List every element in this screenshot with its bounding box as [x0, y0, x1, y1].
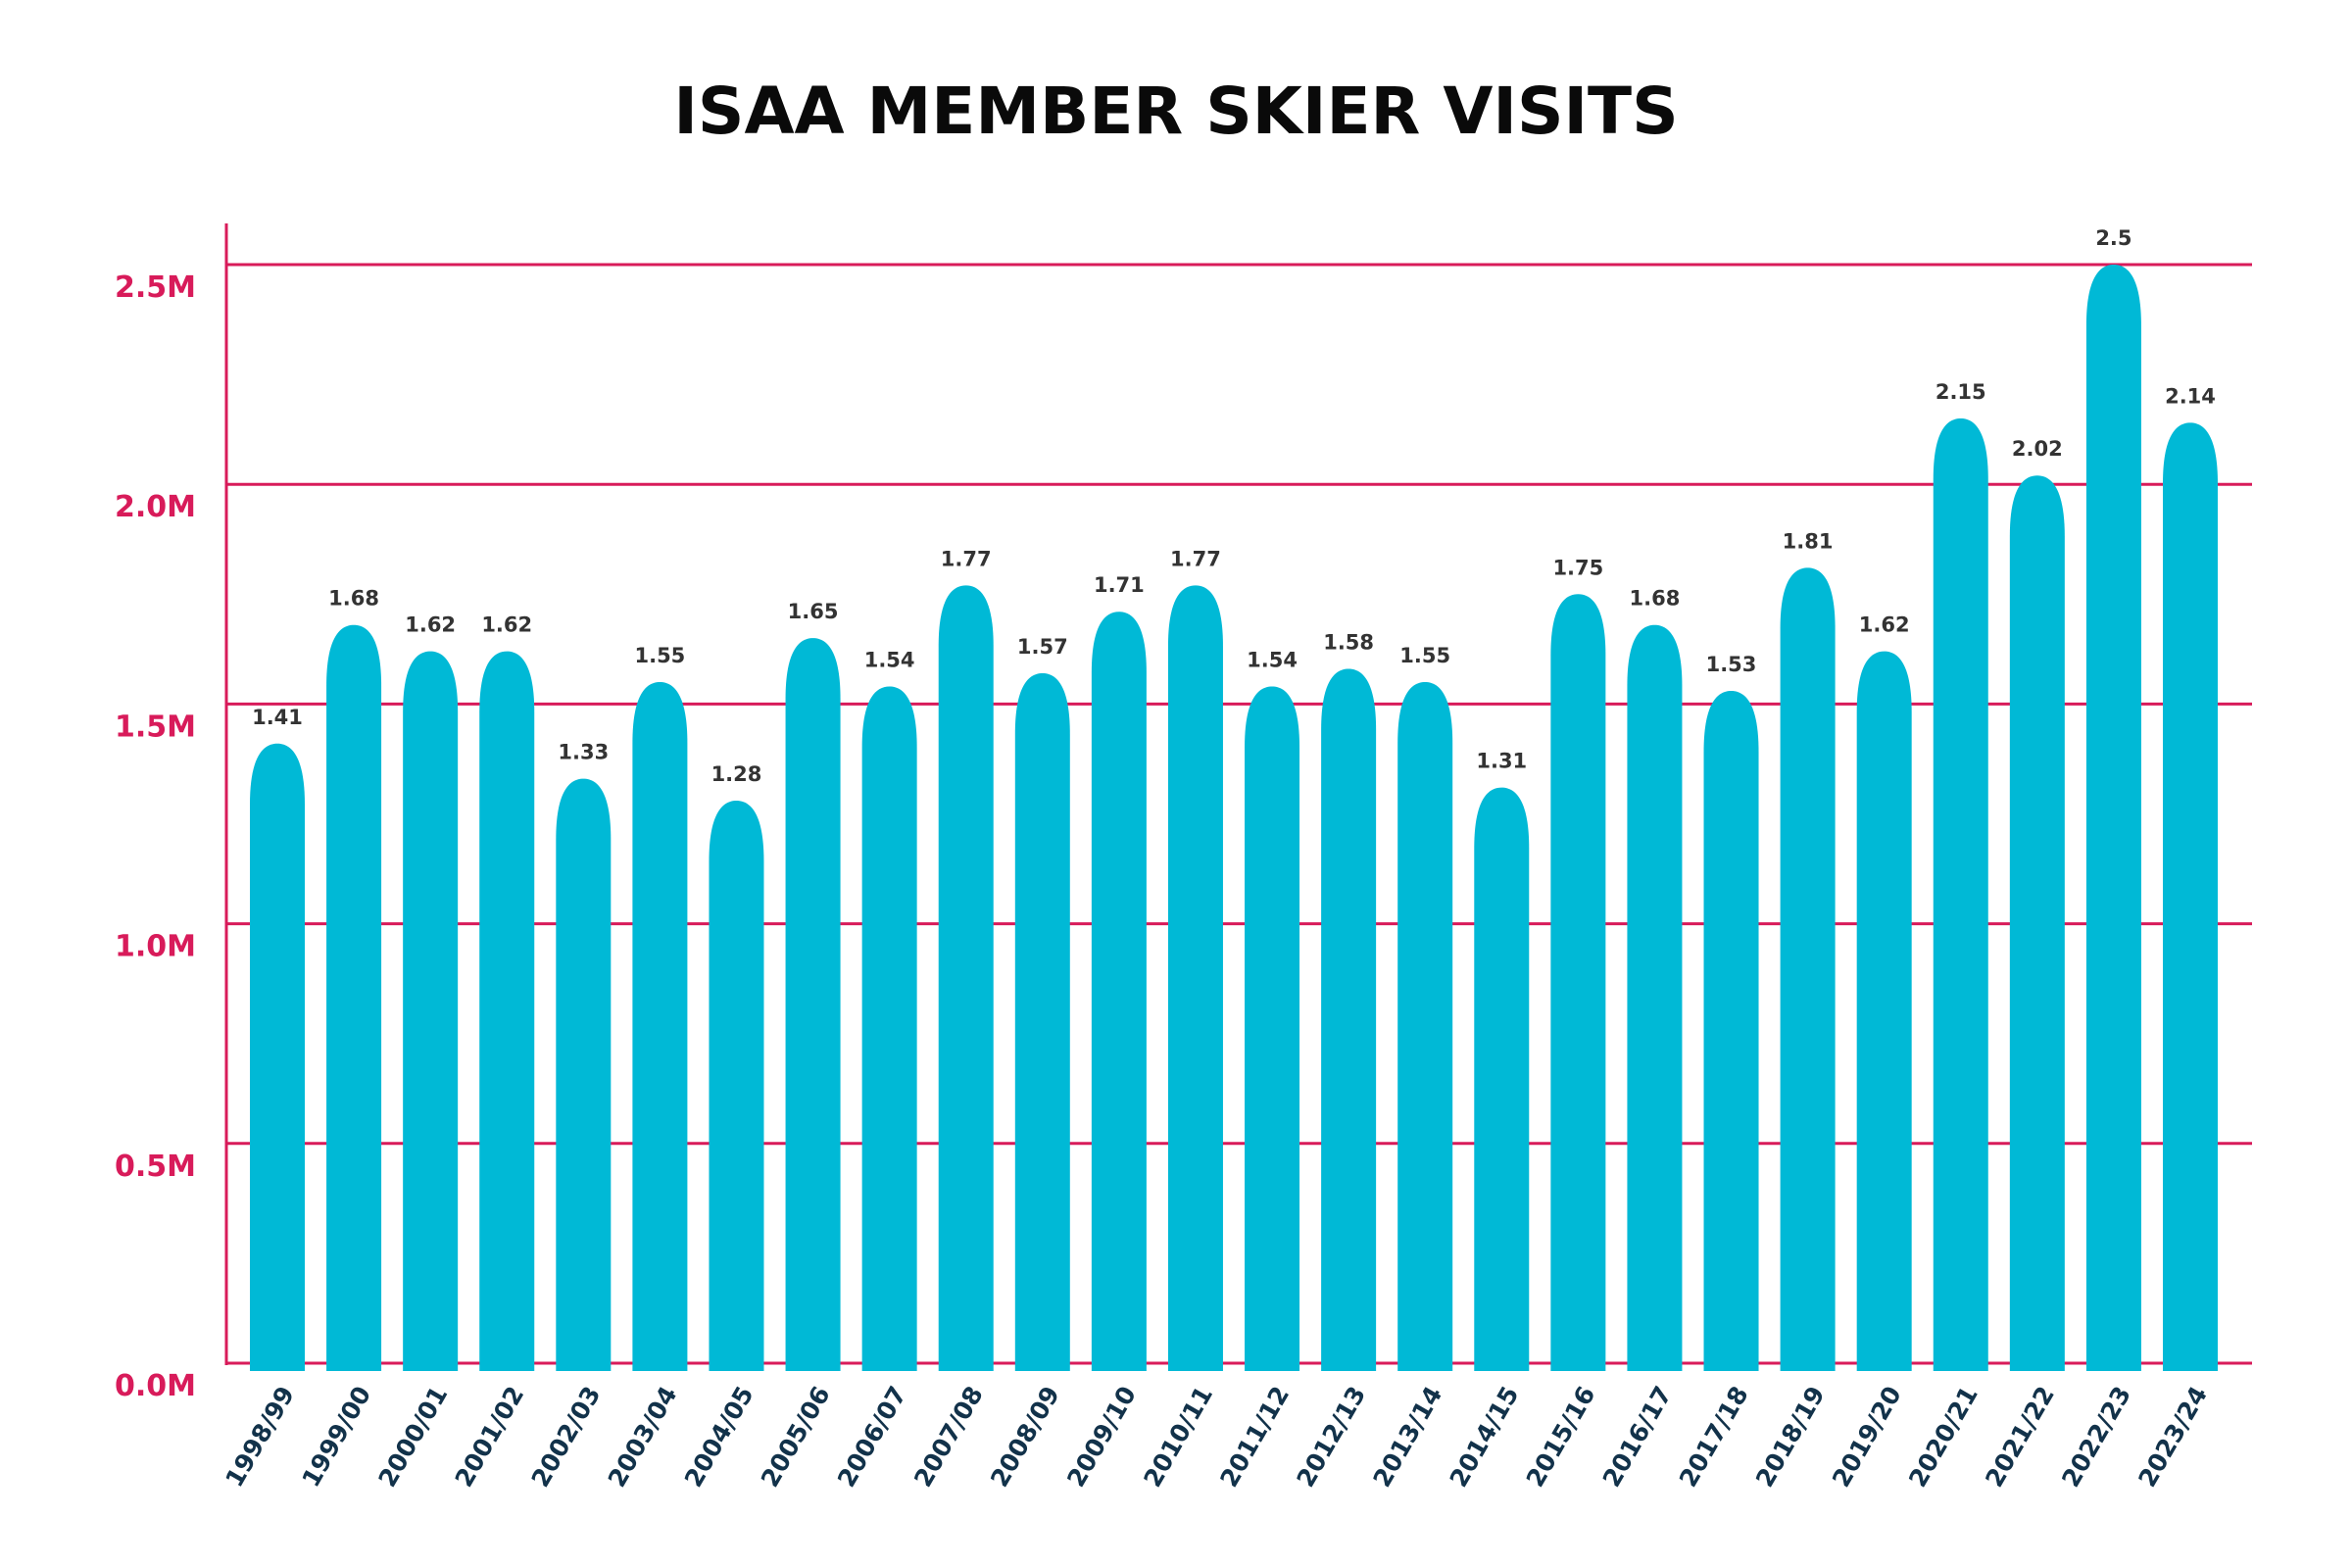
- x-tick-label: 2015/16: [1521, 1382, 1601, 1493]
- y-tick-label: 1.5M: [115, 710, 196, 744]
- x-tick-label: 2013/14: [1368, 1382, 1448, 1493]
- value-label: 1.31: [1476, 750, 1527, 773]
- value-label: 1.81: [1783, 529, 1834, 553]
- bar: [2163, 422, 2218, 1371]
- x-tick-label: 2010/11: [1138, 1382, 1218, 1493]
- value-label: 2.14: [2165, 384, 2216, 408]
- bar: [1397, 681, 1453, 1371]
- x-tick-label: 2007/08: [908, 1382, 989, 1493]
- value-labels: 1.41 1.68 1.62 1.62 1.33 1.55 1.28 1.65 1.54 1.77…: [252, 226, 2216, 786]
- value-label: 2.02: [2012, 437, 2063, 461]
- bar: [1091, 612, 1147, 1371]
- x-tick-label: 2006/07: [832, 1382, 912, 1493]
- y-tick-label: 2.5M: [115, 270, 196, 305]
- x-tick-label: 2014/15: [1445, 1382, 1525, 1493]
- value-label: 1.62: [1859, 613, 1910, 637]
- bar: [1703, 690, 1759, 1371]
- value-label: 1.77: [1170, 547, 1221, 570]
- x-tick-label: 2005/06: [756, 1382, 836, 1493]
- value-label: 1.68: [328, 587, 379, 611]
- value-label: 2.15: [1936, 380, 1986, 404]
- value-label: 1.55: [634, 644, 685, 667]
- x-tick-label: 2022/23: [2056, 1382, 2136, 1493]
- y-axis-labels: 0.0M 0.5M 1.0M 1.5M 2.0M 2.5M: [115, 270, 196, 1403]
- bar: [2085, 265, 2141, 1371]
- x-tick-label: 2016/17: [1597, 1382, 1678, 1493]
- bar: [1014, 673, 1070, 1371]
- x-tick-label: 2021/22: [1980, 1382, 2060, 1493]
- x-tick-label: 2000/01: [372, 1382, 453, 1493]
- y-tick-label: 1.0M: [115, 930, 196, 964]
- value-label: 1.54: [864, 648, 915, 671]
- value-label: 1.62: [481, 613, 532, 637]
- x-axis-labels: 1998/991999/002000/012001/022002/032003/…: [220, 1382, 2213, 1493]
- bar: [1245, 686, 1300, 1371]
- x-tick-label: 2008/09: [985, 1382, 1065, 1493]
- value-label: 1.57: [1017, 635, 1068, 659]
- value-label: 1.54: [1247, 648, 1298, 671]
- bar: [479, 651, 535, 1371]
- value-label: 1.58: [1323, 631, 1374, 655]
- x-tick-label: 2018/19: [1750, 1382, 1831, 1493]
- value-label: 2.5: [2095, 226, 2132, 250]
- bar: [2009, 475, 2065, 1371]
- value-label: 1.68: [1630, 587, 1681, 611]
- x-tick-label: 2002/03: [526, 1382, 607, 1493]
- x-tick-label: 2011/12: [1214, 1382, 1295, 1493]
- x-tick-label: 2017/18: [1674, 1382, 1754, 1493]
- bar: [556, 778, 612, 1371]
- y-tick-label: 2.0M: [115, 490, 196, 524]
- x-tick-label: 2001/02: [450, 1382, 530, 1493]
- bar: [632, 681, 688, 1371]
- bars: [250, 265, 2218, 1371]
- chart-title: ISAA MEMBER SKIER VISITS: [673, 74, 1678, 149]
- bar: [1550, 594, 1606, 1371]
- value-label: 1.55: [1399, 644, 1450, 667]
- bar: [1627, 624, 1683, 1371]
- bar: [1321, 668, 1377, 1371]
- bar: [1474, 787, 1530, 1371]
- value-label: 1.53: [1706, 653, 1757, 676]
- bar: [938, 585, 994, 1371]
- bar: [1780, 567, 1836, 1371]
- value-label: 1.77: [941, 547, 992, 570]
- y-tick-label: 0.0M: [115, 1369, 196, 1403]
- value-label: 1.28: [711, 762, 762, 786]
- x-tick-label: 2019/20: [1827, 1382, 1907, 1493]
- value-label: 1.33: [558, 741, 609, 764]
- x-tick-label: 2009/10: [1061, 1382, 1142, 1493]
- bar: [1167, 585, 1223, 1371]
- value-label: 1.65: [788, 600, 839, 623]
- bar: [250, 743, 305, 1371]
- x-tick-label: 2023/24: [2132, 1382, 2213, 1493]
- x-tick-label: 1999/00: [296, 1382, 376, 1493]
- y-tick-label: 0.5M: [115, 1150, 196, 1184]
- bar: [861, 686, 917, 1371]
- bar: [326, 624, 382, 1371]
- x-tick-label: 2020/21: [1903, 1382, 1984, 1493]
- value-label: 1.41: [252, 706, 303, 729]
- bar: [1933, 417, 1988, 1371]
- bar: [709, 801, 764, 1371]
- x-tick-label: 2003/04: [603, 1382, 683, 1493]
- x-tick-label: 2012/13: [1291, 1382, 1371, 1493]
- bar: [785, 638, 841, 1371]
- x-tick-label: 2004/05: [679, 1382, 760, 1493]
- bar: [1856, 651, 1912, 1371]
- value-label: 1.71: [1094, 573, 1145, 597]
- x-tick-label: 1998/99: [220, 1382, 300, 1493]
- value-label: 1.62: [405, 613, 456, 637]
- bar: [403, 651, 459, 1371]
- value-label: 1.75: [1552, 556, 1603, 579]
